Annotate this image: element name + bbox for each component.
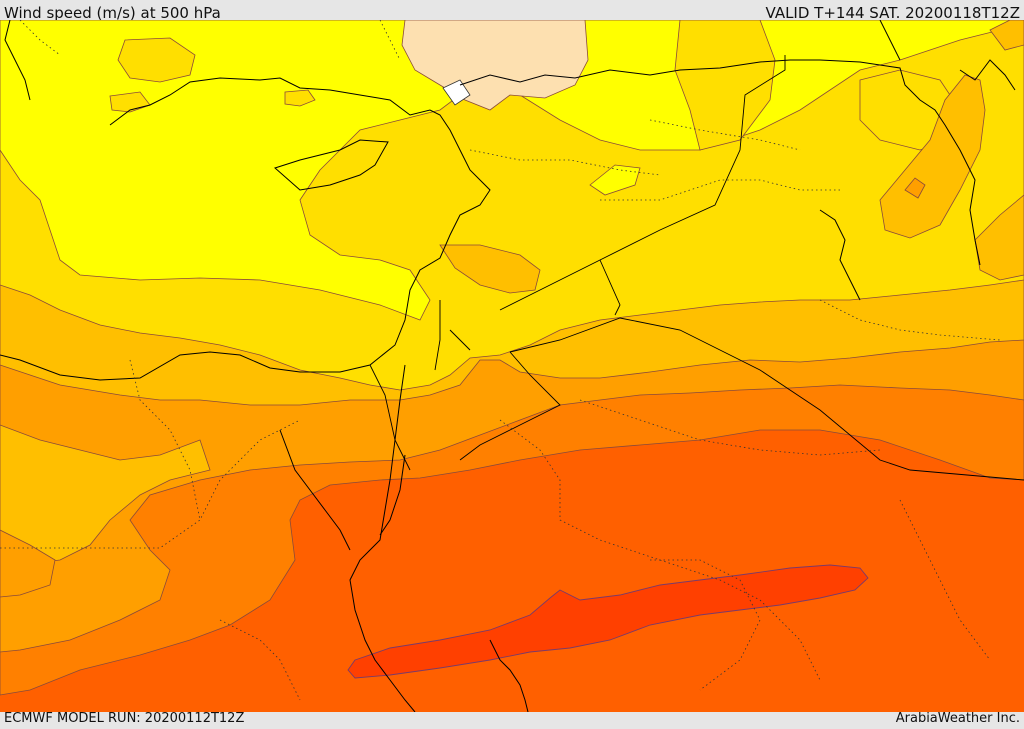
model-run-label: ECMWF MODEL RUN: 20200112T12Z xyxy=(4,711,245,726)
band-amber-blob-2 xyxy=(879,74,986,239)
band-yellow-blob-1 xyxy=(117,37,196,83)
band-yellow-blob-4 xyxy=(674,20,776,151)
band-orange-blob xyxy=(904,177,926,199)
map-title: Wind speed (m/s) at 500 hPa xyxy=(4,4,221,22)
band-yellow-blob-2 xyxy=(284,89,316,107)
band-amber-blob-4 xyxy=(974,194,1024,281)
credit-label: ArabiaWeather Inc. xyxy=(895,711,1020,726)
province-boundaries xyxy=(0,20,1001,701)
coastlines xyxy=(0,20,1016,712)
wind-speed-map xyxy=(0,20,1024,712)
valid-time-label: VALID T+144 SAT. 20200118T12Z xyxy=(765,4,1020,22)
band-amber-blob-1 xyxy=(439,244,541,294)
borders xyxy=(369,55,1024,481)
band-pale-yellow-blob xyxy=(589,164,641,196)
band-red-core xyxy=(347,564,869,679)
band-orange-pocket xyxy=(0,529,56,598)
band-amber-blob-3 xyxy=(989,20,1024,51)
band-white-patch xyxy=(442,79,471,106)
